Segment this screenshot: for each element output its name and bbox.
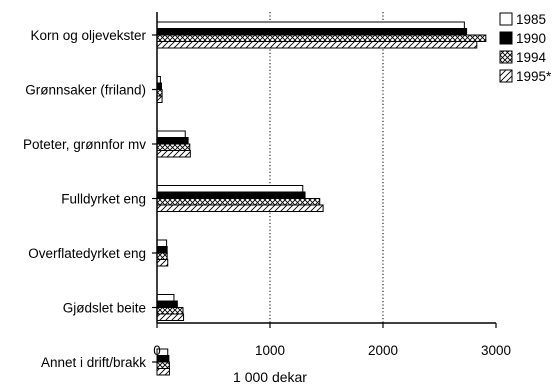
bar-1994-3 [156,198,321,206]
bar-1985-0 [156,21,465,29]
bar-1985-3 [156,185,304,193]
bar-1990-0 [156,28,468,36]
category-label: Overflatedyrket eng [28,246,146,261]
x-tick-label: 2000 [368,343,398,358]
legend: 1985 1990 1994 1995* [499,12,552,84]
bar-1995-6 [156,368,170,376]
bar-1990-3 [156,191,306,199]
category-label: Annet i drift/brakk [41,355,146,370]
bar-1994-6 [156,361,170,369]
bar-1990-4 [156,246,168,254]
legend-label: 1990 [516,31,546,46]
bar-1995-2 [156,150,191,158]
legend-label: 1985 [516,12,546,27]
x-tick-label: 3000 [481,343,511,358]
category-label: Fulldyrket eng [61,192,146,207]
category-label: Poteter, grønnfor mv [23,137,146,152]
legend-swatch [499,12,513,26]
bar-1985-5 [156,294,175,302]
bar-1995-4 [156,259,169,267]
bar-1995-5 [156,313,185,321]
x-tick-label: 0 [153,343,161,358]
bars-group [156,21,487,376]
category-label: Gjødslet beite [63,301,146,316]
category-label: Grønnsaker (friland) [25,83,146,98]
bar-1994-1 [156,89,163,97]
bar-1990-2 [156,137,189,145]
legend-swatch [499,69,513,83]
bar-1995-3 [156,204,324,212]
category-label: Korn og oljevekster [30,28,146,43]
legend-label: 1995* [516,69,552,84]
bar-1994-5 [156,307,184,315]
bar-1985-2 [156,130,186,138]
grid-lines [269,12,384,323]
bar-1985-4 [156,239,168,247]
bar-1994-4 [156,252,168,260]
bar-1990-5 [156,300,178,308]
bar-1995-1 [156,95,163,103]
x-tick-label: 1000 [255,343,285,358]
x-tick-labels: 0 1000 2000 3000 [153,343,511,358]
category-labels: Korn og oljevekster Grønnsaker (friland) P… [23,28,147,370]
bar-1995-0 [156,41,478,49]
bar-1994-2 [156,143,191,151]
bar-1994-0 [156,34,487,42]
axes [152,12,497,363]
legend-label: 1994 [516,50,547,65]
legend-swatch [499,31,513,45]
legend-swatch [499,50,513,64]
x-axis-label: 1 000 dekar [233,369,307,385]
